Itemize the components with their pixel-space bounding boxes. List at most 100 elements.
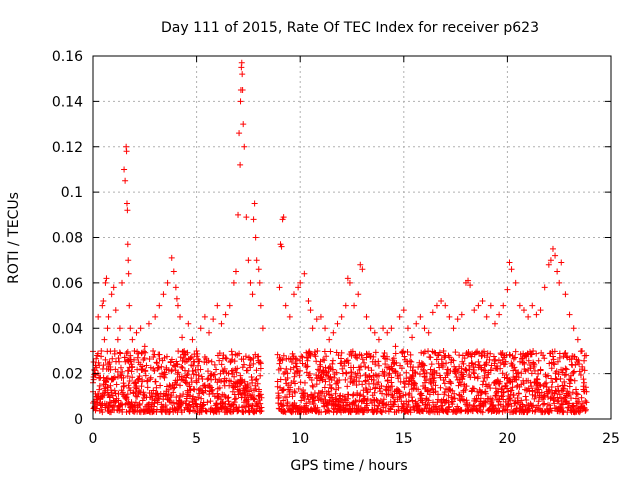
background-point <box>200 401 207 408</box>
background-point <box>392 350 399 357</box>
background-point <box>276 360 283 367</box>
background-point <box>574 391 581 398</box>
background-point <box>441 380 448 387</box>
background-point <box>318 389 325 396</box>
background-point <box>537 382 544 389</box>
background-point <box>388 379 395 386</box>
background-point <box>216 357 223 364</box>
background-point <box>124 391 131 398</box>
background-point <box>382 402 389 409</box>
background-point <box>546 402 553 409</box>
background-point <box>527 365 534 372</box>
data-point <box>566 311 573 318</box>
background-point <box>576 398 583 405</box>
background-point <box>317 363 324 370</box>
background-point <box>411 380 418 387</box>
background-point <box>107 382 114 389</box>
background-point <box>208 387 215 394</box>
x-tick-label: 0 <box>89 431 98 447</box>
background-point <box>559 407 566 414</box>
background-point <box>582 384 589 391</box>
background-point <box>112 399 119 406</box>
background-point <box>546 387 553 394</box>
data-point <box>137 325 144 332</box>
axis-ticks: 0 5 10 15 20 25 0 0.02 0.04 0.06 0.08 0.1 0.12 0.14 0.… <box>52 49 620 447</box>
data-point <box>541 284 548 291</box>
background-point <box>511 364 518 371</box>
background-point <box>521 360 528 367</box>
background-point <box>257 360 264 367</box>
background-point <box>393 359 400 366</box>
background-point <box>184 371 191 378</box>
background-point <box>482 399 489 406</box>
background-point <box>468 359 475 366</box>
background-point <box>197 366 204 373</box>
background-point <box>554 358 561 365</box>
background-point <box>463 367 470 374</box>
background-point <box>578 394 585 401</box>
background-point <box>280 387 287 394</box>
background-point <box>316 395 323 402</box>
background-point <box>292 355 299 362</box>
data-point <box>276 284 283 291</box>
background-point <box>232 395 239 402</box>
background-point <box>528 370 535 377</box>
data-point <box>450 325 457 332</box>
background-point <box>109 355 116 362</box>
data-point <box>164 279 171 286</box>
background-point <box>192 400 199 407</box>
background-point <box>551 361 558 368</box>
background-point <box>421 348 428 355</box>
data-point <box>409 334 416 341</box>
background-point <box>540 352 547 359</box>
background-point <box>149 393 156 400</box>
background-point <box>551 348 558 355</box>
background-point <box>532 393 539 400</box>
background-point <box>583 399 590 406</box>
data-point <box>170 268 177 275</box>
background-point <box>139 397 146 404</box>
background-point <box>581 367 588 374</box>
background-point <box>463 383 470 390</box>
background-point <box>250 396 257 403</box>
background-point <box>404 348 411 355</box>
background-point <box>103 378 110 385</box>
background-point <box>419 399 426 406</box>
background-point <box>576 409 583 416</box>
background-point <box>154 399 161 406</box>
background-point <box>327 373 334 380</box>
background-point <box>531 367 538 374</box>
background-point <box>284 370 291 377</box>
background-point <box>132 380 139 387</box>
background-point <box>299 360 306 367</box>
background-point <box>328 385 335 392</box>
background-point <box>381 350 388 357</box>
background-point <box>581 379 588 386</box>
data-point <box>338 313 345 320</box>
background-point <box>167 359 174 366</box>
data-point <box>103 275 110 282</box>
data-point <box>313 316 320 323</box>
background-point <box>228 348 235 355</box>
data-point <box>286 313 293 320</box>
background-point <box>415 386 422 393</box>
background-point <box>241 361 248 368</box>
background-point <box>156 351 163 358</box>
background-point <box>333 369 340 376</box>
data-point <box>135 359 142 366</box>
background-point <box>287 366 294 373</box>
y-tick-label: 0.02 <box>52 367 83 383</box>
background-point <box>177 392 184 399</box>
background-point <box>119 368 126 375</box>
background-point <box>550 356 557 363</box>
background-point <box>350 391 357 398</box>
background-point <box>175 348 182 355</box>
background-point <box>217 370 224 377</box>
y-axis-title: ROTI / TECUs <box>6 192 22 284</box>
background-point <box>563 366 570 373</box>
background-point <box>129 374 136 381</box>
background-point <box>96 382 103 389</box>
data-point <box>516 302 523 309</box>
background-point <box>279 357 286 364</box>
background-point <box>478 389 485 396</box>
